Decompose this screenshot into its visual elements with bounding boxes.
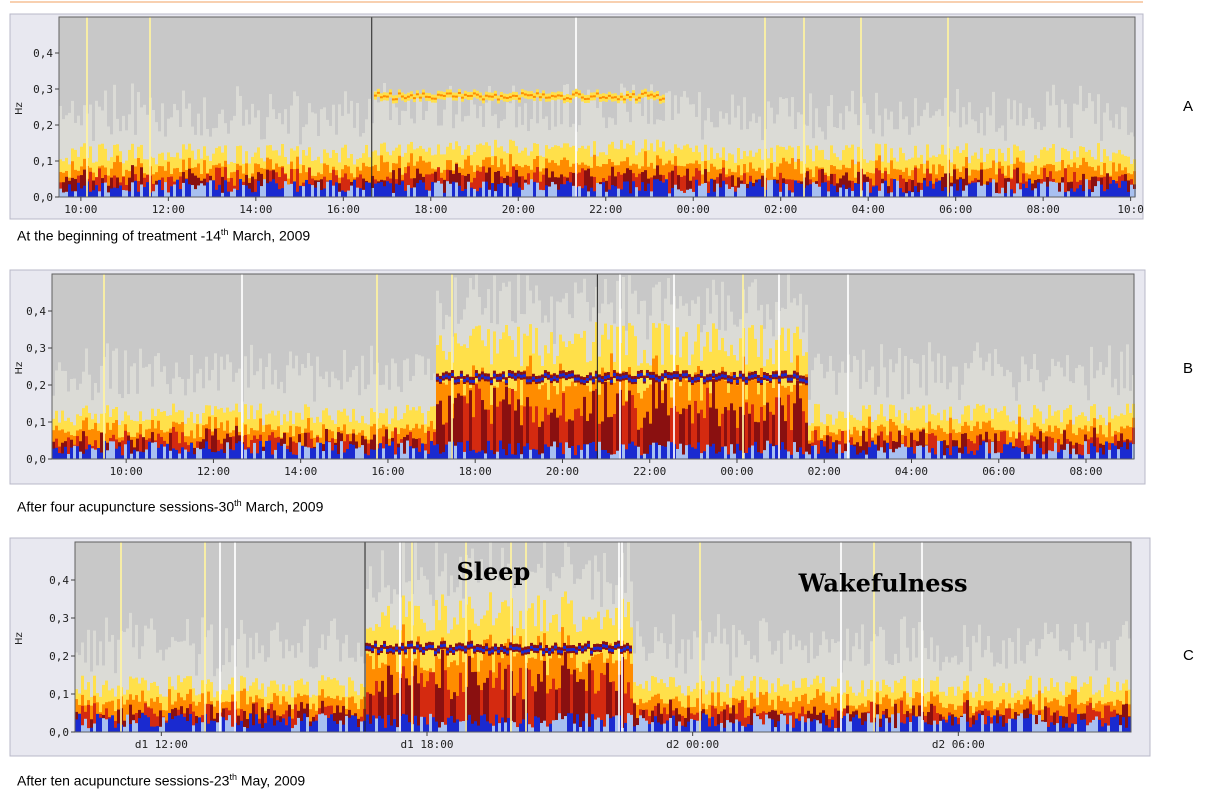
x-tick-label: 18:00 [459,465,492,478]
plot-border [74,541,1132,733]
y-tick-label: 0,2 [49,650,69,663]
spectrogram-columns [75,542,1131,732]
x-tick-label: 04:00 [895,465,928,478]
x-tick-label: 08:00 [1069,465,1102,478]
x-tick-label: 16:00 [327,203,360,216]
respiration-band [435,369,808,386]
y-axis-label: Hz [14,102,25,115]
caption-a: At the beginning of treatment -14th Marc… [17,227,311,244]
x-tick-label: 12:00 [152,203,185,216]
chart-annotation-label: Wakefulness [798,568,968,597]
caption-b: After four acupuncture sessions-30th Mar… [17,498,324,515]
y-tick-label: 0,0 [26,453,46,466]
x-tick-label: d1 18:00 [401,738,454,751]
x-tick-label: 00:00 [720,465,753,478]
y-axis-label: Hz [14,632,25,645]
y-tick-label: 0,3 [33,83,53,96]
y-tick-label: 0,4 [26,305,46,318]
respiration-band [373,88,665,104]
x-tick-label: d1 12:00 [135,738,188,751]
y-axis-label: Hz [14,362,25,375]
x-tick-label: 02:00 [808,465,841,478]
y-tick-label: 0,3 [26,342,46,355]
x-tick-label: 08:00 [1027,203,1060,216]
plot-border [51,273,1135,460]
respiration-band [365,640,633,657]
y-tick-label: 0,2 [33,119,53,132]
spectrogram-panel-b: 0,0 0,1 0,2 0,3 0,4 Hz 10:00 12:00 14:00 16:00 18:… [0,262,1205,524]
x-tick-label: 20:00 [546,465,579,478]
y-tick-label: 0,4 [49,574,69,587]
chart-annotation-label: Sleep [457,557,531,586]
x-tick-label: 02:00 [764,203,797,216]
y-tick-label: 0,1 [33,155,53,168]
x-tick-label: 06:00 [939,203,972,216]
panel-letter-c: C [1183,647,1194,664]
spectrogram-chart-c: 0,0 0,1 0,2 0,3 0,4 Hz d1 12:00 d1 18:00 d2 00:0… [9,537,1151,757]
y-tick-label: 0,2 [26,379,46,392]
x-tick-label: 22:00 [589,203,622,216]
y-tick-label: 0,1 [49,688,69,701]
x-tick-label: 12:00 [197,465,230,478]
y-tick-label: 0,3 [49,612,69,625]
y-tick-label: 0,0 [49,726,69,739]
x-tick-label: 14:00 [239,203,272,216]
panel-letter-b: B [1183,360,1194,377]
x-tick-label: 04:00 [852,203,885,216]
caption-c: After ten acupuncture sessions-23th May,… [17,772,306,789]
x-tick-label: 10:00 [110,465,143,478]
x-tick-label: 18:00 [414,203,447,216]
x-tick-label: 06:00 [982,465,1015,478]
spectrogram-chart-b: 0,0 0,1 0,2 0,3 0,4 Hz 10:00 12:00 14:00 16:00 18:… [9,269,1146,485]
x-tick-label: 10:00 [64,203,97,216]
x-tick-label: 10:0 [1117,203,1144,216]
y-tick-label: 0,0 [33,191,53,204]
x-tick-label: 00:00 [677,203,710,216]
spectrogram-panel-a: 0,0 0,1 0,2 0,3 0,4 Hz 10:00 12:00 14:00 16:00 18:… [0,0,1205,250]
spectrogram-chart-a: 0,0 0,1 0,2 0,3 0,4 Hz 10:00 12:00 14:00 16:00 18:… [9,1,1144,220]
panel-letter-a: A [1183,98,1194,115]
y-tick-label: 0,1 [26,416,46,429]
plot-border [58,16,1136,198]
y-tick-label: 0,4 [33,47,53,60]
x-tick-label: d2 00:00 [666,738,719,751]
x-tick-label: 20:00 [502,203,535,216]
x-tick-label: d2 06:00 [932,738,985,751]
x-tick-label: 14:00 [284,465,317,478]
x-tick-label: 16:00 [371,465,404,478]
x-tick-label: 22:00 [633,465,666,478]
spectrogram-panel-c: 0,0 0,1 0,2 0,3 0,4 Hz d1 12:00 d1 18:00 d2 00:0… [0,528,1205,795]
spectrogram-columns [59,17,1136,197]
